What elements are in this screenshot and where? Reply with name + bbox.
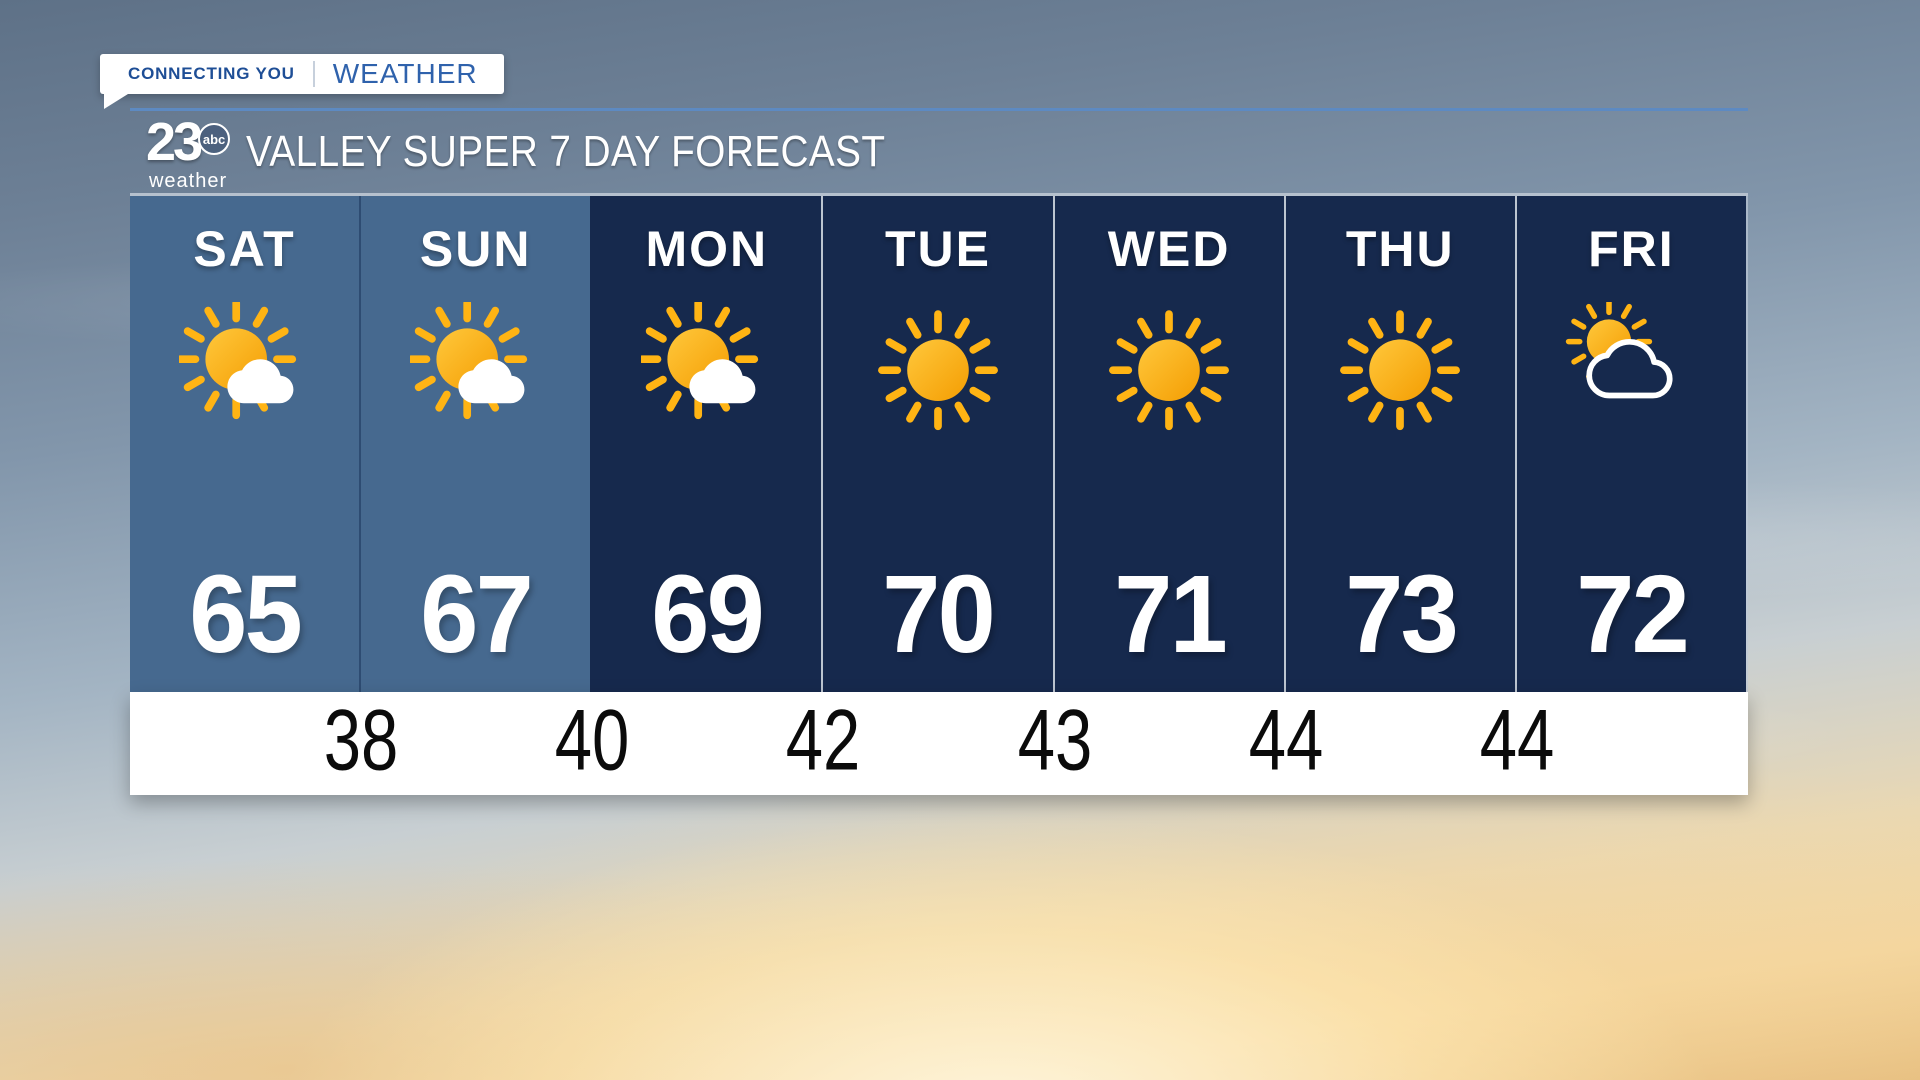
station-logo-row: 23 abc — [146, 112, 231, 172]
day-name: MON — [645, 221, 769, 277]
weather-icon-slot — [361, 302, 590, 434]
day-name: FRI — [1588, 221, 1675, 277]
high-temperature: 69 — [651, 553, 765, 676]
high-temperature: 70 — [882, 553, 996, 676]
badge-section-label: WEATHER — [332, 58, 478, 89]
forecast-days-row: SAT 65 SUN 67 MON 69 TUE 70 WED — [130, 196, 1748, 692]
low-temperature: 44 — [1479, 692, 1555, 789]
weather-icon-slot — [1517, 302, 1746, 434]
high-temperature: 72 — [1576, 553, 1689, 676]
badge-divider — [312, 61, 315, 87]
sun-cloud-icon — [179, 302, 311, 434]
forecast-day-column: THU 73 — [1283, 196, 1515, 692]
forecast-day-column: MON 69 — [590, 196, 822, 692]
forecast-day-column: SAT 65 — [130, 196, 360, 692]
day-name: SUN — [419, 221, 532, 277]
low-temperature: 38 — [323, 692, 399, 789]
low-temperature: 43 — [1017, 692, 1092, 789]
forecast-day-column: FRI 72 — [1514, 196, 1746, 692]
forecast-day-column: WED 71 — [1052, 196, 1284, 692]
high-temperature: 65 — [189, 553, 302, 676]
sun-cloud-icon — [410, 302, 542, 434]
high-temperature: 67 — [420, 553, 533, 676]
station-logo: 23 abc weather — [146, 112, 231, 192]
station-logo-sub: weather — [148, 170, 228, 192]
sun-icon — [1103, 302, 1235, 434]
weather-icon-slot — [130, 302, 359, 434]
high-temperature: 73 — [1345, 553, 1458, 676]
forecast-header: 23 abc weather VALLEY SUPER 7 DAY FORECA… — [130, 108, 1748, 196]
sun-behind-cloud-icon — [1565, 302, 1697, 434]
forecast-panel: 23 abc weather VALLEY SUPER 7 DAY FORECA… — [130, 108, 1748, 795]
low-temperature: 44 — [1248, 692, 1324, 789]
day-name: THU — [1345, 221, 1455, 277]
sun-icon — [872, 302, 1004, 434]
sun-icon — [1334, 302, 1466, 434]
weather-icon-slot — [1055, 302, 1284, 434]
forecast-day-column: TUE 70 — [821, 196, 1053, 692]
network-abc-icon: abc — [198, 123, 231, 155]
weather-icon-slot — [592, 302, 821, 434]
sun-cloud-icon — [641, 302, 773, 434]
day-name: TUE — [884, 221, 991, 277]
weather-icon-slot — [823, 302, 1052, 434]
low-temperature: 40 — [554, 692, 630, 789]
forecast-day-column: SUN 67 — [359, 196, 591, 692]
low-temperature: 42 — [786, 692, 861, 789]
high-temperature: 71 — [1113, 553, 1227, 676]
station-badge: CONNECTING YOU WEATHER — [100, 54, 504, 109]
forecast-title: VALLEY SUPER 7 DAY FORECAST — [246, 127, 886, 176]
day-name: SAT — [193, 221, 296, 277]
low-temperatures-strip: 38 40 42 43 44 44 — [130, 692, 1748, 795]
station-number: 23 — [146, 112, 203, 172]
weather-icon-slot — [1286, 302, 1515, 434]
day-name: WED — [1107, 221, 1231, 277]
badge-tagline: CONNECTING YOU — [128, 64, 295, 83]
